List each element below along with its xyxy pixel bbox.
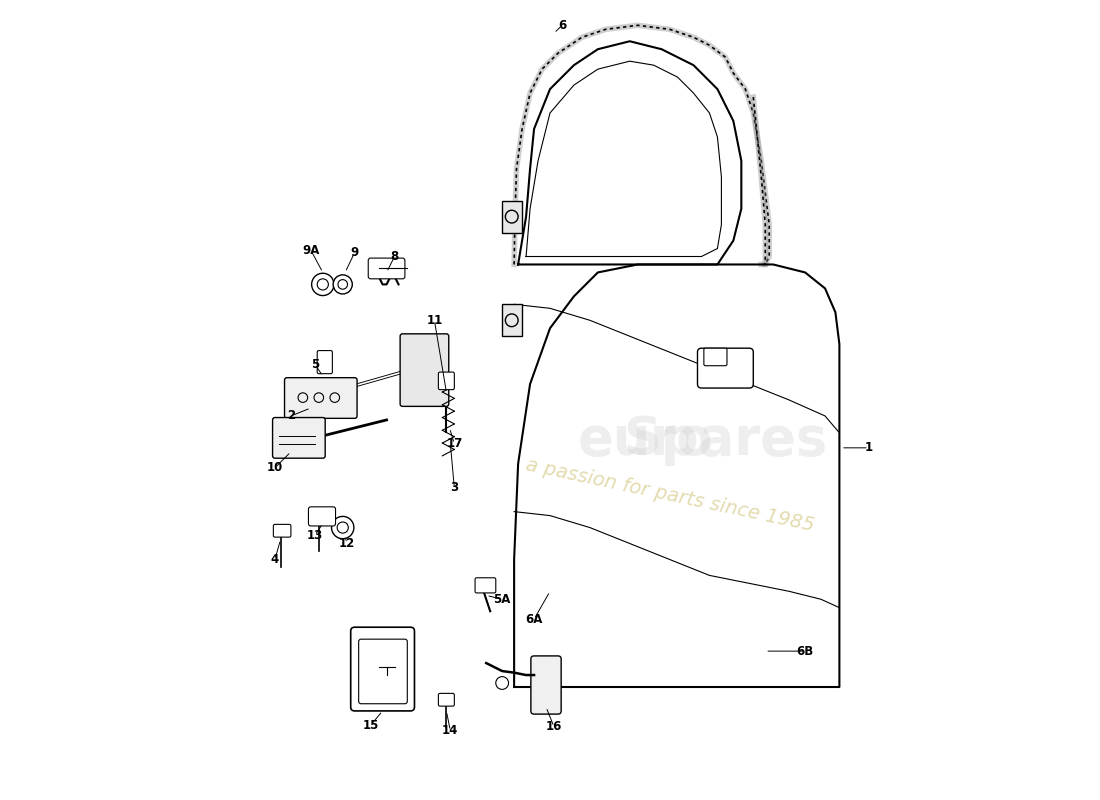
Text: 15: 15 <box>362 718 378 732</box>
Text: 5: 5 <box>310 358 319 370</box>
Text: Spares: Spares <box>624 414 827 466</box>
FancyBboxPatch shape <box>697 348 754 388</box>
FancyBboxPatch shape <box>439 694 454 706</box>
Text: 13: 13 <box>307 529 323 542</box>
FancyBboxPatch shape <box>439 372 454 390</box>
Text: 2: 2 <box>287 410 295 422</box>
Circle shape <box>337 522 349 533</box>
Text: 9: 9 <box>351 246 359 259</box>
Text: 4: 4 <box>271 553 279 566</box>
Circle shape <box>338 280 348 289</box>
Circle shape <box>317 279 329 290</box>
FancyBboxPatch shape <box>359 639 407 704</box>
Circle shape <box>311 274 334 295</box>
FancyBboxPatch shape <box>285 378 358 418</box>
Text: 6A: 6A <box>526 613 542 626</box>
Text: 12: 12 <box>339 537 355 550</box>
FancyBboxPatch shape <box>531 656 561 714</box>
FancyBboxPatch shape <box>308 507 336 526</box>
Text: 6: 6 <box>558 19 566 32</box>
Text: 11: 11 <box>427 314 442 326</box>
Text: 6B: 6B <box>796 645 814 658</box>
Text: euro: euro <box>578 414 714 466</box>
FancyBboxPatch shape <box>368 258 405 279</box>
FancyBboxPatch shape <box>475 578 496 593</box>
Circle shape <box>333 275 352 294</box>
FancyBboxPatch shape <box>400 334 449 406</box>
FancyBboxPatch shape <box>274 524 290 537</box>
Text: 17: 17 <box>447 438 462 450</box>
Bar <box>503 201 522 233</box>
Text: 8: 8 <box>390 250 398 263</box>
Text: a passion for parts since 1985: a passion for parts since 1985 <box>524 456 815 535</box>
Text: 14: 14 <box>442 724 459 738</box>
Text: 3: 3 <box>450 481 459 494</box>
Circle shape <box>331 516 354 538</box>
FancyBboxPatch shape <box>704 348 727 366</box>
Text: 16: 16 <box>546 720 562 734</box>
Text: 1: 1 <box>865 442 873 454</box>
Circle shape <box>496 677 508 690</box>
FancyBboxPatch shape <box>351 627 415 711</box>
Bar <box>503 304 522 336</box>
FancyBboxPatch shape <box>273 418 326 458</box>
Text: 10: 10 <box>267 462 283 474</box>
Text: 9A: 9A <box>302 244 319 257</box>
Text: 5A: 5A <box>494 593 510 606</box>
FancyBboxPatch shape <box>317 350 332 374</box>
